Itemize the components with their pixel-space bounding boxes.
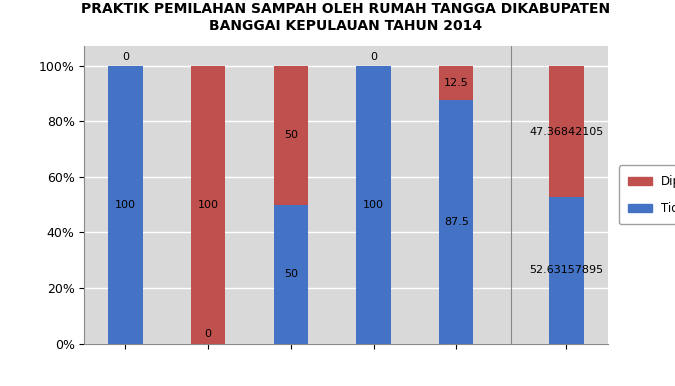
- Bar: [439, 66, 473, 100]
- Bar: [191, 66, 225, 344]
- Bar: [439, 100, 473, 344]
- Text: 0: 0: [370, 52, 377, 62]
- Text: 52.63157895: 52.63157895: [529, 266, 603, 276]
- Text: 100: 100: [198, 200, 219, 210]
- Text: 100: 100: [115, 200, 136, 210]
- Bar: [273, 205, 308, 344]
- Text: 0: 0: [205, 329, 211, 339]
- Bar: [108, 66, 142, 344]
- Bar: [549, 66, 584, 197]
- Title: PRAKTIK PEMILAHAN SAMPAH OLEH RUMAH TANGGA DIKABUPATEN
BANGGAI KEPULAUAN TAHUN 2: PRAKTIK PEMILAHAN SAMPAH OLEH RUMAH TANG…: [82, 2, 610, 33]
- Bar: [273, 66, 308, 205]
- Bar: [549, 197, 584, 344]
- Text: 0: 0: [122, 52, 129, 62]
- Text: 50: 50: [284, 130, 298, 140]
- Text: 50: 50: [284, 269, 298, 279]
- Text: 87.5: 87.5: [443, 217, 468, 227]
- Text: 12.5: 12.5: [444, 78, 468, 88]
- Text: 100: 100: [363, 200, 384, 210]
- Legend: Dipilah/dipisahkan, Tidak dipilah/dipisahkan: Dipilah/dipisahkan, Tidak dipilah/dipisa…: [618, 166, 675, 224]
- Bar: [356, 66, 391, 344]
- Text: 47.36842105: 47.36842105: [529, 127, 603, 137]
